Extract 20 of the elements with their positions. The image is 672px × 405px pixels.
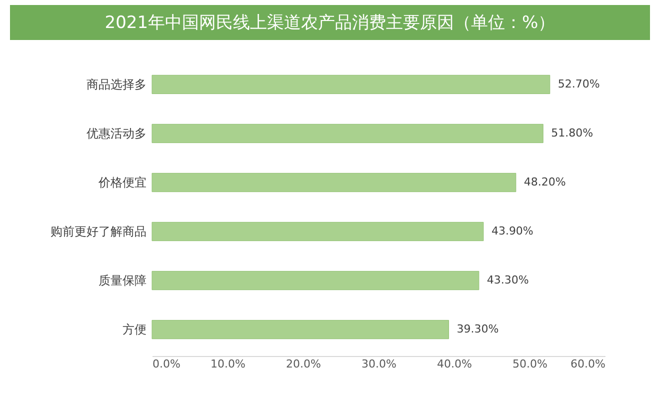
- data-label: 52.70%: [558, 77, 600, 90]
- data-label: 43.90%: [491, 224, 534, 238]
- x-tick-label: 60.0%: [570, 358, 606, 370]
- data-label: 51.80%: [551, 126, 594, 140]
- y-tick-label: 质量保障: [98, 274, 146, 288]
- y-tick-label: 商品选择多: [86, 77, 146, 92]
- x-tick-label: 0.0%: [152, 358, 180, 370]
- data-label: 39.30%: [456, 322, 499, 336]
- y-tick-label: 价格便宜: [98, 175, 146, 190]
- y-tick-label: 优惠活动多: [86, 126, 146, 140]
- y-tick-label: 方便: [122, 322, 146, 337]
- y-tick-label: 购前更好了解商品: [50, 224, 146, 239]
- x-tick-label: 20.0%: [286, 358, 321, 370]
- chart-title: 2021年中国网民线上渠道农产品消费主要原因（单位：%）: [104, 13, 556, 33]
- x-tick-label: 40.0%: [437, 358, 472, 370]
- x-tick-label: 10.0%: [210, 358, 246, 370]
- data-label: 48.20%: [524, 175, 566, 188]
- data-label: 43.30%: [486, 274, 529, 287]
- x-tick-label: 30.0%: [362, 358, 396, 370]
- x-tick-label: 50.0%: [512, 358, 548, 370]
